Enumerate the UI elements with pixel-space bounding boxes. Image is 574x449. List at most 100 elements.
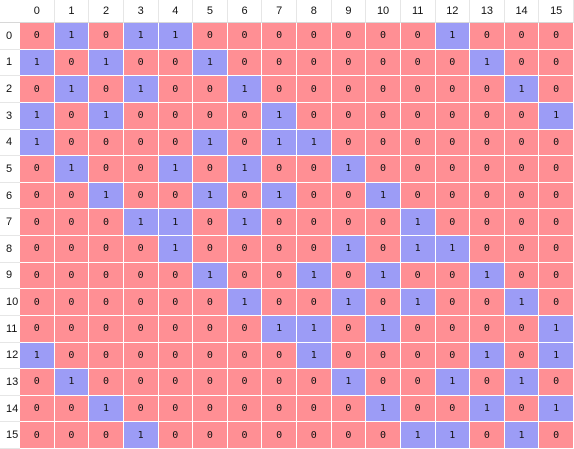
matrix-cell[interactable]: 1 [400,422,436,449]
matrix-cell[interactable]: 0 [297,369,332,396]
matrix-cell[interactable]: 0 [227,102,263,130]
matrix-cell[interactable]: 0 [366,102,401,130]
matrix-cell[interactable]: 1 [54,369,90,396]
matrix-cell[interactable]: 0 [89,76,124,103]
matrix-cell[interactable]: 0 [54,422,90,449]
matrix-cell[interactable]: 0 [297,156,332,183]
matrix-cell[interactable]: 1 [539,342,574,370]
matrix-cell[interactable]: 0 [539,23,574,50]
matrix-cell[interactable]: 0 [123,49,159,77]
row-header-1[interactable]: 1 [0,49,20,77]
matrix-cell[interactable]: 0 [297,23,332,50]
matrix-cell[interactable]: 0 [504,129,540,157]
matrix-cell[interactable]: 1 [227,289,263,316]
matrix-cell[interactable]: 0 [366,209,401,236]
matrix-cell[interactable]: 0 [331,209,367,236]
matrix-cell[interactable]: 0 [400,369,436,396]
matrix-cell[interactable]: 0 [89,236,124,263]
matrix-cell[interactable]: 0 [400,315,436,343]
matrix-cell[interactable]: 0 [331,23,367,50]
matrix-cell[interactable]: 0 [435,395,471,423]
matrix-cell[interactable]: 0 [539,49,574,77]
matrix-cell[interactable]: 0 [20,289,55,316]
matrix-cell[interactable]: 0 [539,182,574,210]
matrix-cell[interactable]: 0 [504,182,540,210]
matrix-cell[interactable]: 0 [262,369,297,396]
matrix-cell[interactable]: 0 [470,182,505,210]
matrix-cell[interactable]: 1 [227,209,263,236]
matrix-cell[interactable]: 0 [123,395,159,423]
matrix-cell[interactable]: 0 [366,23,401,50]
matrix-cell[interactable]: 0 [504,49,540,77]
matrix-cell[interactable]: 0 [504,342,540,370]
matrix-cell[interactable]: 0 [539,422,574,449]
matrix-cell[interactable]: 0 [227,236,263,263]
matrix-cell[interactable]: 0 [227,395,263,423]
matrix-cell[interactable]: 0 [193,23,228,50]
matrix-cell[interactable]: 1 [539,315,574,343]
matrix-cell[interactable]: 0 [158,76,194,103]
matrix-cell[interactable]: 0 [54,49,90,77]
matrix-cell[interactable]: 0 [435,129,471,157]
matrix-cell[interactable]: 1 [89,49,124,77]
matrix-cell[interactable]: 1 [400,236,436,263]
matrix-cell[interactable]: 0 [158,395,194,423]
matrix-cell[interactable]: 0 [89,289,124,316]
matrix-cell[interactable]: 0 [158,49,194,77]
matrix-cell[interactable]: 1 [89,182,124,210]
matrix-cell[interactable]: 0 [366,369,401,396]
matrix-cell[interactable]: 0 [539,156,574,183]
matrix-cell[interactable]: 0 [400,182,436,210]
matrix-cell[interactable]: 0 [54,236,90,263]
matrix-cell[interactable]: 0 [297,102,332,130]
matrix-cell[interactable]: 0 [504,209,540,236]
matrix-cell[interactable]: 0 [366,156,401,183]
matrix-cell[interactable]: 0 [470,102,505,130]
matrix-cell[interactable]: 0 [158,422,194,449]
matrix-cell[interactable]: 0 [193,369,228,396]
matrix-cell[interactable]: 0 [400,102,436,130]
column-header-15[interactable]: 15 [539,0,574,23]
matrix-cell[interactable]: 1 [366,315,401,343]
row-header-11[interactable]: 11 [0,315,20,343]
matrix-cell[interactable]: 0 [20,182,55,210]
matrix-cell[interactable]: 0 [470,209,505,236]
matrix-cell[interactable]: 0 [435,315,471,343]
matrix-cell[interactable]: 0 [262,236,297,263]
matrix-cell[interactable]: 0 [504,156,540,183]
column-header-0[interactable]: 0 [20,0,55,23]
matrix-cell[interactable]: 0 [20,156,55,183]
matrix-cell[interactable]: 0 [89,129,124,157]
column-header-3[interactable]: 3 [123,0,159,23]
matrix-cell[interactable]: 0 [89,315,124,343]
matrix-cell[interactable]: 0 [400,76,436,103]
matrix-cell[interactable]: 0 [331,76,367,103]
matrix-cell[interactable]: 1 [89,102,124,130]
matrix-cell[interactable]: 0 [297,236,332,263]
matrix-cell[interactable]: 1 [331,156,367,183]
matrix-cell[interactable]: 0 [297,395,332,423]
matrix-cell[interactable]: 0 [262,23,297,50]
matrix-cell[interactable]: 1 [470,395,505,423]
matrix-cell[interactable]: 0 [54,182,90,210]
matrix-cell[interactable]: 0 [89,342,124,370]
matrix-cell[interactable]: 0 [297,422,332,449]
matrix-cell[interactable]: 1 [20,129,55,157]
row-header-3[interactable]: 3 [0,102,20,130]
matrix-cell[interactable]: 0 [470,289,505,316]
matrix-cell[interactable]: 1 [262,182,297,210]
matrix-cell[interactable]: 0 [123,182,159,210]
matrix-cell[interactable]: 0 [193,395,228,423]
matrix-cell[interactable]: 1 [158,156,194,183]
matrix-cell[interactable]: 0 [470,369,505,396]
matrix-cell[interactable]: 1 [297,262,332,290]
matrix-cell[interactable]: 1 [331,289,367,316]
matrix-cell[interactable]: 1 [227,156,263,183]
matrix-cell[interactable]: 0 [123,342,159,370]
matrix-cell[interactable]: 0 [435,209,471,236]
matrix-cell[interactable]: 0 [504,395,540,423]
matrix-cell[interactable]: 0 [400,129,436,157]
matrix-cell[interactable]: 0 [20,23,55,50]
matrix-cell[interactable]: 0 [123,289,159,316]
matrix-cell[interactable]: 0 [470,129,505,157]
